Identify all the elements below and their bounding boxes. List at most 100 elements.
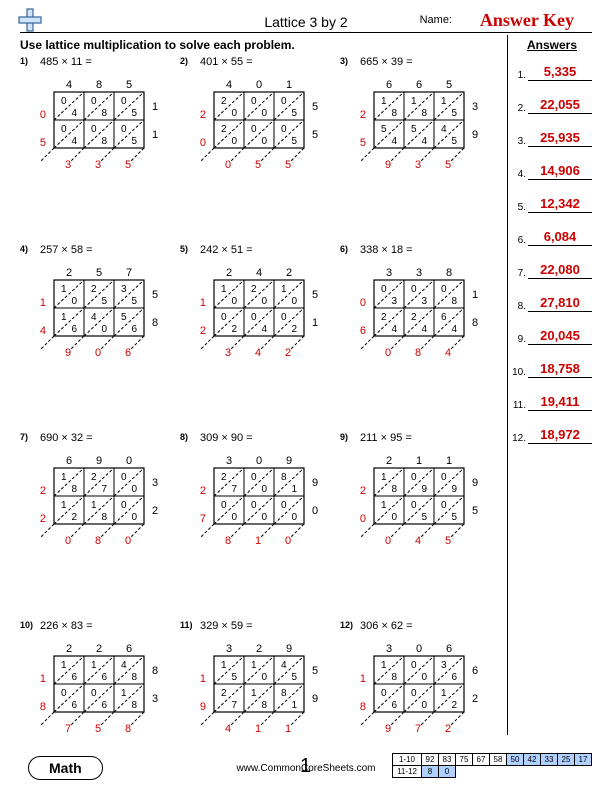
svg-text:1: 1 bbox=[40, 297, 46, 309]
answer-line: 11.19,411 bbox=[512, 394, 592, 411]
svg-text:9: 9 bbox=[96, 455, 102, 467]
svg-text:3: 3 bbox=[65, 159, 71, 171]
svg-text:0: 0 bbox=[251, 124, 257, 135]
answer-value: 18,758 bbox=[528, 361, 592, 378]
svg-text:2: 2 bbox=[40, 485, 46, 497]
svg-text:2: 2 bbox=[285, 347, 291, 359]
svg-text:0: 0 bbox=[131, 484, 137, 495]
answer-value: 18,972 bbox=[528, 427, 592, 444]
svg-text:1: 1 bbox=[61, 500, 67, 511]
answer-number: 7. bbox=[512, 268, 528, 279]
svg-text:3: 3 bbox=[121, 284, 127, 295]
svg-text:0: 0 bbox=[231, 512, 237, 523]
problem-number: 11) bbox=[180, 620, 193, 630]
svg-text:6: 6 bbox=[472, 665, 478, 677]
svg-text:1: 1 bbox=[446, 455, 452, 467]
svg-text:5: 5 bbox=[285, 159, 291, 171]
svg-text:5: 5 bbox=[101, 296, 107, 307]
svg-text:7: 7 bbox=[101, 484, 107, 495]
svg-text:3: 3 bbox=[95, 159, 101, 171]
svg-text:1: 1 bbox=[200, 297, 206, 309]
svg-text:5: 5 bbox=[291, 136, 297, 147]
answer-number: 5. bbox=[512, 202, 528, 213]
svg-text:5: 5 bbox=[445, 159, 451, 171]
svg-text:1: 1 bbox=[441, 688, 447, 699]
svg-text:0: 0 bbox=[125, 535, 131, 547]
answer-value: 20,045 bbox=[528, 328, 592, 345]
svg-text:0: 0 bbox=[61, 688, 67, 699]
svg-text:3: 3 bbox=[441, 660, 447, 671]
svg-text:5: 5 bbox=[95, 723, 101, 735]
svg-text:0: 0 bbox=[360, 297, 366, 309]
svg-text:7: 7 bbox=[231, 484, 237, 495]
svg-text:9: 9 bbox=[65, 347, 71, 359]
svg-text:0: 0 bbox=[385, 535, 391, 547]
problem: 9) 211 × 95 = 2119518090910050520045 bbox=[340, 432, 500, 602]
svg-text:0: 0 bbox=[256, 79, 262, 91]
svg-text:5: 5 bbox=[446, 79, 452, 91]
svg-text:1: 1 bbox=[291, 700, 297, 711]
svg-text:1: 1 bbox=[121, 688, 127, 699]
svg-text:1: 1 bbox=[251, 660, 257, 671]
problem-text: 242 × 51 = bbox=[200, 244, 253, 256]
svg-text:2: 2 bbox=[200, 109, 206, 121]
svg-text:1: 1 bbox=[255, 535, 261, 547]
answer-value: 14,906 bbox=[528, 163, 592, 180]
svg-text:8: 8 bbox=[446, 267, 452, 279]
svg-text:2: 2 bbox=[71, 512, 77, 523]
answer-value: 5,335 bbox=[528, 64, 592, 81]
svg-text:4: 4 bbox=[391, 324, 397, 335]
svg-text:3: 3 bbox=[226, 455, 232, 467]
answer-key-label: Answer Key bbox=[480, 10, 574, 31]
svg-text:5: 5 bbox=[121, 312, 127, 323]
svg-text:5: 5 bbox=[312, 101, 318, 113]
svg-text:3: 3 bbox=[225, 347, 231, 359]
svg-text:8: 8 bbox=[101, 136, 107, 147]
svg-text:1: 1 bbox=[381, 96, 387, 107]
problem-number: 2) bbox=[180, 56, 188, 66]
svg-text:4: 4 bbox=[71, 136, 77, 147]
svg-text:5: 5 bbox=[445, 535, 451, 547]
svg-text:3: 3 bbox=[386, 643, 392, 655]
svg-text:0: 0 bbox=[126, 455, 132, 467]
svg-text:8: 8 bbox=[415, 347, 421, 359]
svg-text:5: 5 bbox=[255, 159, 261, 171]
svg-text:7: 7 bbox=[415, 723, 421, 735]
svg-text:0: 0 bbox=[281, 500, 287, 511]
svg-text:6: 6 bbox=[126, 643, 132, 655]
svg-text:9: 9 bbox=[472, 129, 478, 141]
svg-text:1: 1 bbox=[411, 96, 417, 107]
svg-text:1: 1 bbox=[312, 317, 318, 329]
svg-text:0: 0 bbox=[421, 672, 427, 683]
svg-text:0: 0 bbox=[101, 324, 107, 335]
svg-text:0: 0 bbox=[65, 535, 71, 547]
svg-text:7: 7 bbox=[65, 723, 71, 735]
svg-text:6: 6 bbox=[71, 672, 77, 683]
svg-text:0: 0 bbox=[411, 688, 417, 699]
score-grid: 1-109283756758504233251711-1280 bbox=[392, 753, 592, 778]
svg-text:6: 6 bbox=[101, 672, 107, 683]
svg-text:2: 2 bbox=[91, 472, 97, 483]
svg-text:8: 8 bbox=[281, 688, 287, 699]
svg-text:3: 3 bbox=[472, 101, 478, 113]
svg-text:8: 8 bbox=[125, 723, 131, 735]
answer-value: 12,342 bbox=[528, 196, 592, 213]
svg-text:0: 0 bbox=[416, 643, 422, 655]
svg-text:2: 2 bbox=[40, 513, 46, 525]
svg-text:5: 5 bbox=[126, 79, 132, 91]
svg-text:8: 8 bbox=[421, 108, 427, 119]
lattice-grid: 3381803030824246406084 bbox=[352, 264, 494, 373]
svg-text:4: 4 bbox=[121, 660, 127, 671]
svg-text:5: 5 bbox=[231, 672, 237, 683]
problem-number: 10) bbox=[20, 620, 33, 630]
answer-value: 6,084 bbox=[528, 229, 592, 246]
answer-number: 9. bbox=[512, 334, 528, 345]
problem-text: 665 × 39 = bbox=[360, 56, 413, 68]
answer-number: 6. bbox=[512, 235, 528, 246]
svg-text:5: 5 bbox=[411, 124, 417, 135]
svg-text:0: 0 bbox=[285, 535, 291, 547]
problem-number: 1) bbox=[20, 56, 28, 66]
svg-text:4: 4 bbox=[421, 136, 427, 147]
svg-text:3: 3 bbox=[152, 477, 158, 489]
svg-text:9: 9 bbox=[312, 693, 318, 705]
